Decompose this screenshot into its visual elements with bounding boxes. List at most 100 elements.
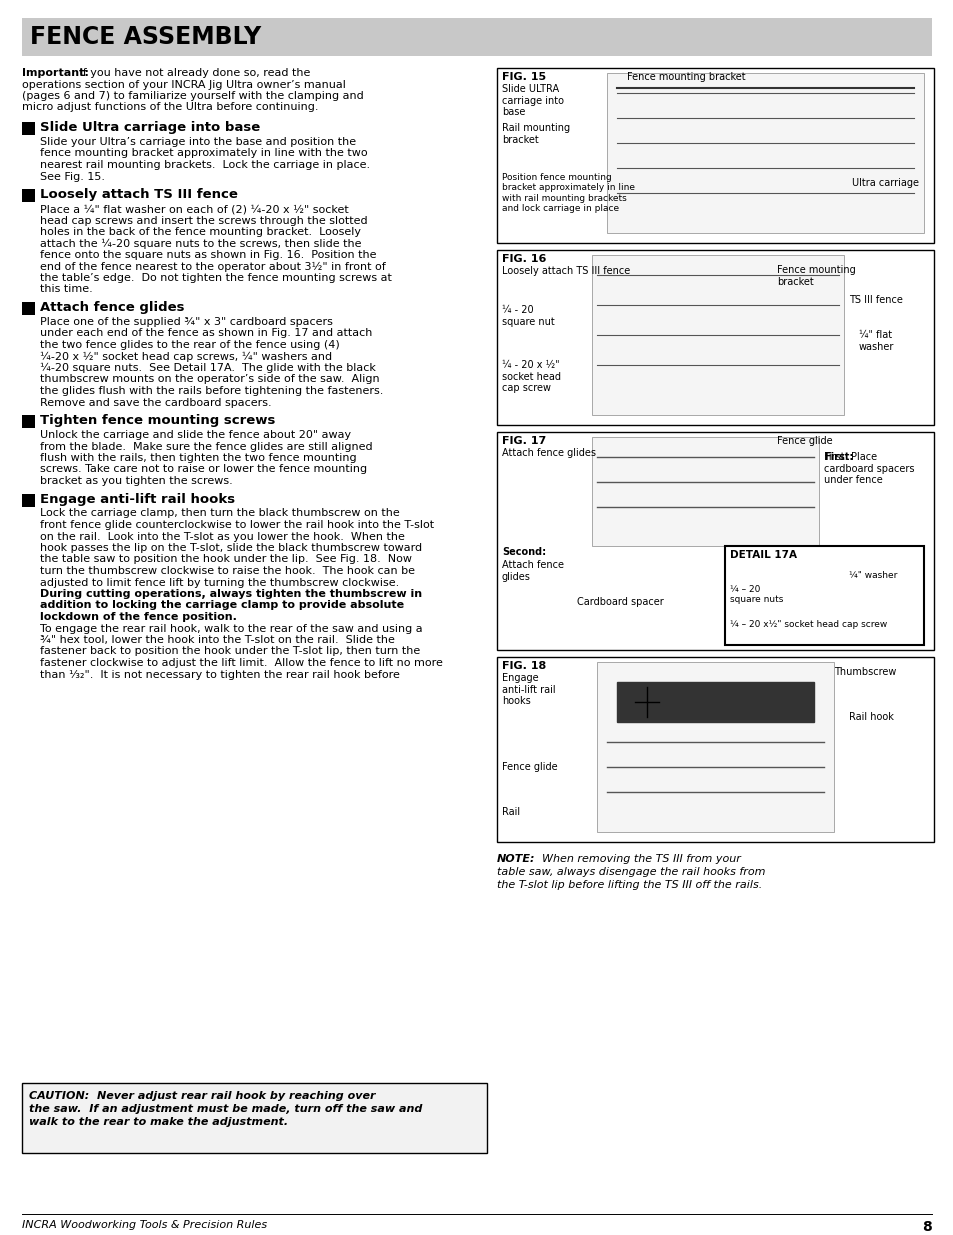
Text: ¼-20 square nuts.  See ​Detail 17A.  The glide with the black: ¼-20 square nuts. See ​Detail 17A. The g… xyxy=(40,363,375,373)
Text: ¼ - 20 x ½"
socket head
cap screw: ¼ - 20 x ½" socket head cap screw xyxy=(501,359,560,393)
Bar xyxy=(724,546,923,645)
Bar xyxy=(22,494,35,506)
Text: micro adjust functions of the Ultra before continuing.: micro adjust functions of the Ultra befo… xyxy=(22,103,318,112)
Text: Important:: Important: xyxy=(22,68,89,78)
Text: (pages 6 and 7) to familiarize yourself with the clamping and: (pages 6 and 7) to familiarize yourself … xyxy=(22,91,363,101)
Circle shape xyxy=(626,682,666,722)
Text: DETAIL 17A: DETAIL 17A xyxy=(729,550,796,559)
Text: When removing the TS III from your: When removing the TS III from your xyxy=(535,853,740,864)
Text: ¼" flat
washer: ¼" flat washer xyxy=(858,330,893,352)
Text: operations section of your INCRA Jig Ultra owner’s manual: operations section of your INCRA Jig Ult… xyxy=(22,79,346,89)
Text: Place one of the supplied ¾" x 3" cardboard spacers: Place one of the supplied ¾" x 3" cardbo… xyxy=(40,317,333,327)
Text: fence onto the square nuts as shown in Fig. 16.  Position the: fence onto the square nuts as shown in F… xyxy=(40,249,376,261)
Text: Slide Ultra carriage into base: Slide Ultra carriage into base xyxy=(40,121,260,135)
Text: fastener back to position the hook under the T-slot lip, then turn the: fastener back to position the hook under… xyxy=(40,646,420,657)
Text: 8: 8 xyxy=(922,1220,931,1234)
Text: Attach fence glides: Attach fence glides xyxy=(40,301,184,314)
Text: Rail: Rail xyxy=(501,806,519,818)
Text: hook passes the lip on the T-slot, slide the black thumbscrew toward: hook passes the lip on the T-slot, slide… xyxy=(40,543,421,553)
Text: FIG. 16: FIG. 16 xyxy=(501,254,546,264)
Text: Fence glide: Fence glide xyxy=(776,436,832,446)
Bar xyxy=(22,1083,486,1153)
Text: ¼" washer: ¼" washer xyxy=(848,571,897,580)
Text: front fence glide counterclockwise to lower the rail hook into the T-slot: front fence glide counterclockwise to lo… xyxy=(40,520,434,530)
Text: table saw, always disengage the rail hooks from: table saw, always disengage the rail hoo… xyxy=(497,867,764,877)
Text: FENCE ASSEMBLY: FENCE ASSEMBLY xyxy=(30,25,261,49)
Bar xyxy=(497,657,933,842)
Text: the two fence glides to the rear of the fence using (4): the two fence glides to the rear of the … xyxy=(40,340,339,350)
Text: FIG. 18: FIG. 18 xyxy=(501,661,546,671)
Text: Fence glide: Fence glide xyxy=(501,762,558,772)
Text: from the blade.  Make sure the fence glides are still aligned: from the blade. Make sure the fence glid… xyxy=(40,441,373,452)
Text: ¼ – 20 x½" socket head cap screw: ¼ – 20 x½" socket head cap screw xyxy=(729,620,886,629)
Text: Unlock the carriage and slide the fence about 20" away: Unlock the carriage and slide the fence … xyxy=(40,430,351,440)
Bar xyxy=(592,437,818,546)
Text: bracket as you tighten the screws.: bracket as you tighten the screws. xyxy=(40,475,233,487)
Text: CAUTION:  Never adjust rear rail hook by reaching over: CAUTION: Never adjust rear rail hook by … xyxy=(29,1091,375,1100)
Text: Fence mounting bracket: Fence mounting bracket xyxy=(626,72,745,82)
Bar xyxy=(22,122,35,135)
Bar xyxy=(606,73,923,233)
Text: ¼-20 x ½" socket head cap screws, ¼" washers and: ¼-20 x ½" socket head cap screws, ¼" was… xyxy=(40,352,332,362)
Text: the glides flush with the rails before tightening the fasteners.: the glides flush with the rails before t… xyxy=(40,387,383,396)
Text: INCRA Woodworking Tools & Precision Rules: INCRA Woodworking Tools & Precision Rule… xyxy=(22,1220,267,1230)
Text: Second:: Second: xyxy=(501,547,545,557)
Text: Position fence mounting
bracket approximately in line
with rail mounting bracket: Position fence mounting bracket approxim… xyxy=(501,173,635,214)
Text: on the rail.  Look into the T-slot as you lower the hook.  When the: on the rail. Look into the T-slot as you… xyxy=(40,531,404,541)
Text: Fence mounting
bracket: Fence mounting bracket xyxy=(776,266,855,287)
Text: ¼ - 20
square nut: ¼ - 20 square nut xyxy=(501,305,554,326)
Text: turn the thumbscrew clockwise to raise the hook.  The hook can be: turn the thumbscrew clockwise to raise t… xyxy=(40,566,415,576)
Text: screws. Take care not to raise or lower the fence mounting: screws. Take care not to raise or lower … xyxy=(40,464,367,474)
Text: holes in the back of the fence mounting bracket.  Loosely: holes in the back of the fence mounting … xyxy=(40,227,360,237)
Bar xyxy=(497,68,933,243)
Text: Loosely attach TS III fence: Loosely attach TS III fence xyxy=(40,188,237,201)
Text: Rail mounting
bracket: Rail mounting bracket xyxy=(501,124,570,144)
Text: Slide ULTRA
carriage into
base: Slide ULTRA carriage into base xyxy=(501,84,563,117)
Text: attach the ¼-20 square nuts to the screws, then slide the: attach the ¼-20 square nuts to the screw… xyxy=(40,238,361,248)
Text: adjusted to limit fence lift by turning the thumbscrew clockwise.: adjusted to limit fence lift by turning … xyxy=(40,578,399,588)
Bar xyxy=(617,682,813,722)
Text: Slide your Ultra’s carriage into the base and position the: Slide your Ultra’s carriage into the bas… xyxy=(40,137,355,147)
Bar xyxy=(22,189,35,203)
Text: First:: First: xyxy=(823,452,853,462)
Text: First: Place
cardboard spacers
under fence: First: Place cardboard spacers under fen… xyxy=(823,452,914,485)
Text: Attach fence glides: Attach fence glides xyxy=(501,448,596,458)
Text: During cutting operations, always tighten the thumbscrew in: During cutting operations, always tighte… xyxy=(40,589,421,599)
Text: Lock the carriage clamp, then turn the black thumbscrew on the: Lock the carriage clamp, then turn the b… xyxy=(40,509,399,519)
Text: fence mounting bracket approximately in line with the two: fence mounting bracket approximately in … xyxy=(40,148,367,158)
Bar xyxy=(497,432,933,650)
Text: Loosely attach TS III fence: Loosely attach TS III fence xyxy=(501,266,630,275)
Text: To engage the rear rail hook, walk to the rear of the saw and using a: To engage the rear rail hook, walk to th… xyxy=(40,624,422,634)
Bar xyxy=(497,249,933,425)
Text: end of the fence nearest to the operator about 3½" in front of: end of the fence nearest to the operator… xyxy=(40,262,385,272)
Text: FIG. 17: FIG. 17 xyxy=(501,436,546,446)
Text: the T-slot lip before lifting the TS III off the rails.: the T-slot lip before lifting the TS III… xyxy=(497,881,761,890)
Text: Attach fence
glides: Attach fence glides xyxy=(501,559,563,582)
Text: ¼ – 20
square nuts: ¼ – 20 square nuts xyxy=(729,585,782,604)
Text: FIG. 15: FIG. 15 xyxy=(501,72,545,82)
Text: the table’s edge.  Do not tighten the fence mounting screws at: the table’s edge. Do not tighten the fen… xyxy=(40,273,392,283)
Text: NOTE:: NOTE: xyxy=(497,853,535,864)
Text: walk to the rear to make the adjustment.: walk to the rear to make the adjustment. xyxy=(29,1116,288,1128)
Text: Engage anti-lift rail hooks: Engage anti-lift rail hooks xyxy=(40,493,234,505)
Bar xyxy=(22,303,35,315)
Bar xyxy=(592,254,843,415)
Text: Place a ¼" flat washer on each of (2) ¼-20 x ½" socket: Place a ¼" flat washer on each of (2) ¼-… xyxy=(40,204,349,214)
Text: Remove and save the cardboard spacers.: Remove and save the cardboard spacers. xyxy=(40,398,272,408)
Text: under each end of the fence as shown in Fig. 17 and attach: under each end of the fence as shown in … xyxy=(40,329,372,338)
Text: fastener clockwise to adjust the lift limit.  Allow the fence to lift no more: fastener clockwise to adjust the lift li… xyxy=(40,658,442,668)
Text: nearest rail mounting brackets.  Lock the carriage in place.: nearest rail mounting brackets. Lock the… xyxy=(40,161,370,170)
Text: than ¹⁄₃₂".  It is not necessary to tighten the rear rail hook before: than ¹⁄₃₂". It is not necessary to tight… xyxy=(40,669,399,679)
Text: Engage
anti-lift rail
hooks: Engage anti-lift rail hooks xyxy=(501,673,555,706)
Bar xyxy=(597,662,833,832)
Text: See ​Fig. 15.: See ​Fig. 15. xyxy=(40,172,105,182)
Circle shape xyxy=(635,690,659,714)
Text: If you have not already done so, read the: If you have not already done so, read th… xyxy=(76,68,310,78)
Text: Tighten fence mounting screws: Tighten fence mounting screws xyxy=(40,414,275,427)
Text: head cap screws and insert the screws through the slotted: head cap screws and insert the screws th… xyxy=(40,215,367,226)
Text: flush with the rails, then tighten the two fence mounting: flush with the rails, then tighten the t… xyxy=(40,453,356,463)
Text: the table saw to position the hook under the lip.  See Fig. 18.  Now: the table saw to position the hook under… xyxy=(40,555,412,564)
Text: lockdown of the fence position.: lockdown of the fence position. xyxy=(40,613,236,622)
Text: Cardboard spacer: Cardboard spacer xyxy=(577,597,663,606)
Text: Rail hook: Rail hook xyxy=(848,713,893,722)
